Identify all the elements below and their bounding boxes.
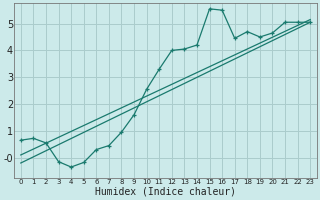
X-axis label: Humidex (Indice chaleur): Humidex (Indice chaleur)	[95, 187, 236, 197]
